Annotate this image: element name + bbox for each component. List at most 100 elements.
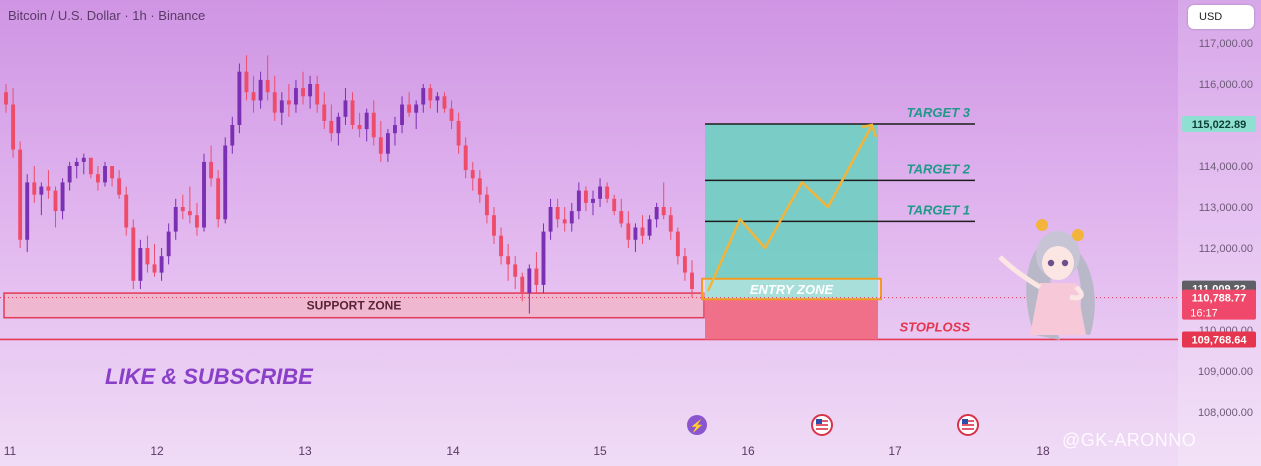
currency-button[interactable]: USD [1188,5,1254,29]
candle-body [18,149,23,240]
candle-body [180,207,185,212]
eye-left [1047,259,1055,267]
hair-ribbon-left [1036,219,1048,231]
candle-body [67,166,72,183]
candle-body [576,190,581,212]
candle-body [138,248,143,281]
candle-body [428,88,433,101]
x-tick-label: 14 [446,444,460,458]
candle-body [555,207,560,220]
candle-body [675,231,680,257]
stoploss-zone-box [705,299,878,340]
candle-body [640,227,645,236]
candle-body [286,100,291,105]
y-tick-label: 109,000.00 [1198,366,1253,378]
candle-body [548,207,553,232]
candle-body [53,190,58,212]
candle-body [393,125,397,134]
candle-body [88,157,93,175]
candle-body [209,161,214,179]
candle-body [682,256,687,273]
candle-body [661,207,666,216]
y-tick-label: 113,000.00 [1199,202,1253,214]
candle-body [103,166,107,183]
target-2-label: TARGET 2 [907,161,971,176]
candle-body [145,248,150,265]
candle-body [350,100,355,125]
support-zone-label: SUPPORT ZONE [307,298,402,312]
current-price-tag-bg [1182,289,1256,320]
candle-body [378,137,383,154]
x-tick-label: 18 [1036,444,1050,458]
x-tick-label: 13 [298,444,312,458]
candle-body [251,92,256,101]
hair-ribbon-right [1072,229,1084,241]
candle-body [329,120,334,134]
stoploss-label: STOPLOSS [899,319,970,334]
candle-body [598,186,603,199]
candle-body [385,133,390,154]
candle-body [308,84,313,97]
eye-right [1061,259,1069,267]
candle-body [187,211,192,216]
candle-body [152,264,157,273]
arm-left [998,255,1042,290]
candle-body [357,125,362,130]
candle-body [60,182,65,212]
candle-body [237,71,242,125]
candle-body [534,268,539,285]
x-tick-label: 16 [741,444,755,458]
candle-body [301,88,305,97]
entry-zone-box [701,277,882,301]
candle-body [527,268,532,294]
candle-body [343,100,348,117]
target-1-label: TARGET 1 [907,202,970,217]
candle-body [470,170,475,179]
candle-body [400,104,404,125]
candle-body [647,219,652,236]
candle-body [435,96,440,101]
flag-canton [962,419,968,424]
candle-body [484,194,489,216]
price-axis-backdrop [1178,0,1261,466]
target-price-tag-bg [1182,116,1256,133]
candle-body [74,161,79,166]
projection-arrowhead [861,123,878,138]
candle-body [520,276,525,294]
y-tick-label: 117,000.00 [1199,38,1253,50]
target-zone-box [705,124,878,300]
economic-event-icon[interactable] [687,415,707,435]
x-tick-label: 15 [593,444,607,458]
candle-body [322,104,327,121]
candle-body [202,161,206,228]
candle-body [654,207,659,220]
candle-body [541,231,546,285]
y-tick-label: 112,000.00 [1199,243,1253,255]
x-tick-label: 12 [150,444,164,458]
candle-body [499,235,503,257]
candle-body [477,178,482,195]
candle-body [463,145,468,171]
candle-body [605,186,610,199]
face [1042,246,1074,280]
candle-body [421,88,426,105]
candle-body [626,223,631,240]
flag-canton [816,419,822,424]
stop-price-tag: 109,768.64 [1191,334,1247,346]
watermark: @GK-ARONNO [1062,430,1197,450]
candle-body [690,272,694,289]
x-tick-label: 17 [888,444,902,458]
entry-zone-label: ENTRY ZONE [750,282,834,297]
candle-body [591,198,595,203]
candle-body [81,157,86,162]
candle-body [612,198,617,212]
arm-right [1069,285,1084,301]
candle-body [506,256,511,265]
candle-body [492,215,496,236]
candle-body [117,178,122,195]
candle-body [258,79,263,101]
candle-body [668,215,673,232]
candle-body [279,100,284,113]
